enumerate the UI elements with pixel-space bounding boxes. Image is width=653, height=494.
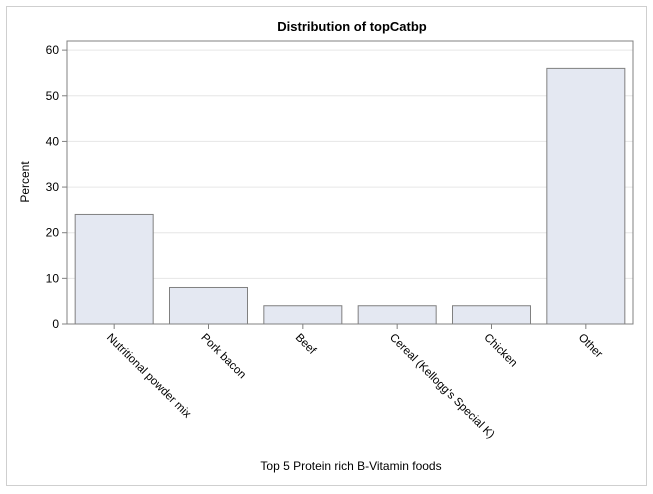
x-tick-label: Beef bbox=[293, 332, 319, 358]
x-tick-label: Chicken bbox=[481, 332, 519, 370]
x-tick-label: Other bbox=[576, 332, 605, 361]
y-tick-label: 60 bbox=[46, 43, 60, 57]
x-tick-label: Cereal (Kellogg's Special K) bbox=[387, 332, 497, 442]
chart-title: Distribution of topCatbp bbox=[277, 19, 427, 34]
x-tick-labels: Nutritional powder mix Pork bacon Beef Cere… bbox=[104, 332, 605, 442]
bar bbox=[546, 67, 626, 325]
y-tick-label: 20 bbox=[46, 226, 60, 240]
x-axis-label: Top 5 Protein rich B-Vitamin foods bbox=[260, 459, 441, 473]
x-tick-label: Pork bacon bbox=[198, 332, 248, 382]
bar bbox=[74, 213, 154, 325]
bar bbox=[263, 305, 343, 325]
y-tick-labels: 0 10 20 30 40 50 60 bbox=[46, 43, 60, 331]
axes bbox=[62, 40, 634, 329]
y-tick-label: 30 bbox=[46, 180, 60, 194]
plot-area-border bbox=[66, 40, 634, 325]
y-tick-label: 40 bbox=[46, 134, 60, 148]
y-tick-label: 10 bbox=[46, 271, 60, 285]
bar bbox=[357, 305, 437, 325]
y-tick-label: 50 bbox=[46, 89, 60, 103]
bars bbox=[74, 67, 626, 325]
bar bbox=[169, 286, 248, 325]
y-axis-label: Percent bbox=[18, 161, 32, 203]
y-tick-label: 0 bbox=[52, 317, 59, 331]
gridlines bbox=[67, 49, 633, 279]
bar bbox=[452, 305, 531, 325]
x-tick-label: Nutritional powder mix bbox=[104, 332, 193, 421]
